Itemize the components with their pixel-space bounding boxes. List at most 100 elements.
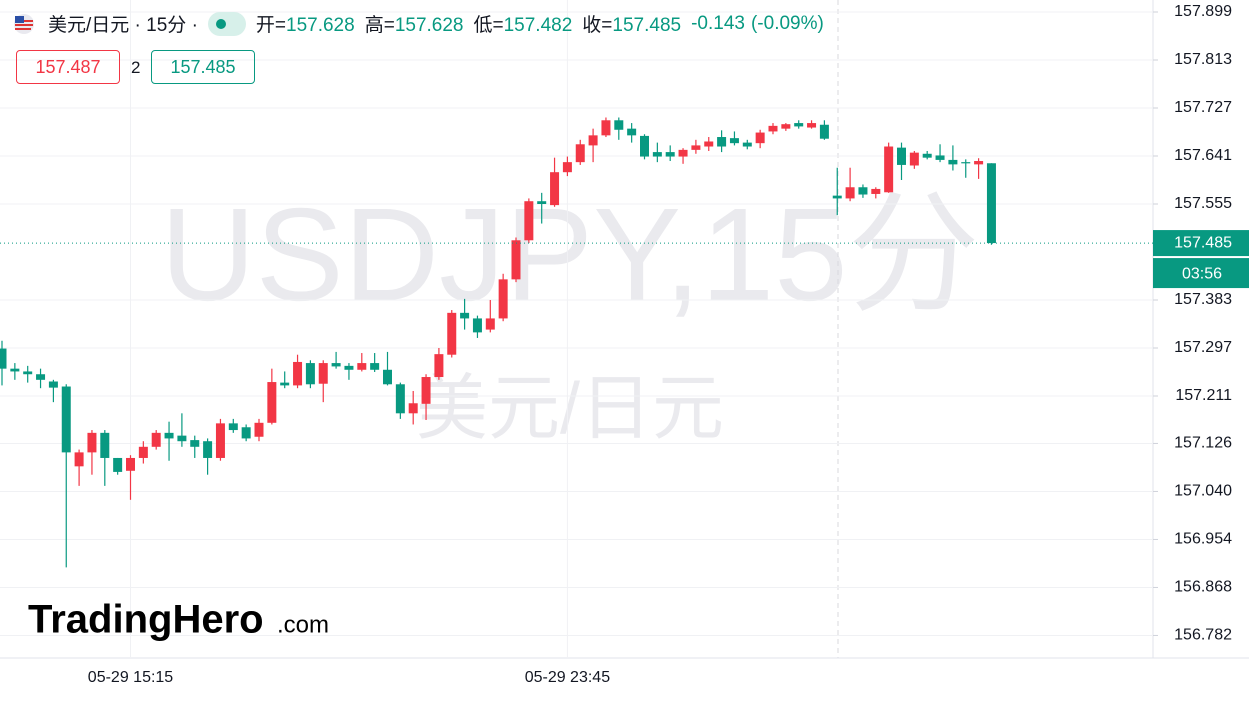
candle-body: [884, 146, 894, 193]
candle: [203, 438, 213, 475]
candle: [858, 184, 868, 198]
x-tick-label: 05-29 23:45: [525, 669, 611, 686]
candle: [87, 430, 97, 475]
candle: [331, 351, 341, 369]
candle: [472, 315, 482, 338]
ask: 157.485: [170, 56, 236, 77]
candle-body: [48, 381, 58, 388]
candle: [215, 418, 225, 461]
candle-body: [511, 240, 521, 280]
ohlc: 开=157.628 高=157.628 低=157.482 收=157.485: [256, 10, 681, 37]
candle-body: [138, 446, 148, 458]
countdown: 03:56: [1182, 265, 1222, 282]
bid-box[interactable]: 157.487: [16, 50, 120, 84]
candle: [447, 310, 457, 358]
y-tick-label: 156.868: [1174, 579, 1232, 596]
candle-body: [87, 432, 97, 453]
ask-box[interactable]: 157.485: [151, 50, 255, 84]
y-tick-label: 157.641: [1174, 147, 1232, 164]
y-tick-label: 157.813: [1174, 51, 1232, 68]
candle-body: [36, 374, 46, 380]
candle: [742, 139, 752, 150]
candle: [768, 123, 778, 135]
candle-body: [151, 432, 161, 447]
watermark-symbol: USDJPY,15分: [160, 181, 979, 328]
candle-body: [588, 135, 598, 146]
candle: [935, 144, 945, 163]
watermark-name: 美元/日元: [416, 369, 724, 449]
candle-body: [717, 137, 727, 147]
candle: [395, 382, 405, 419]
candle-body: [100, 432, 110, 458]
candle-body: [909, 152, 919, 166]
candle: [794, 120, 804, 129]
ohlc-label: 低=: [473, 15, 504, 36]
change-percent: (-0.09%): [750, 12, 824, 34]
candle-body: [498, 279, 508, 319]
candle-body: [781, 124, 791, 129]
candle-body: [408, 403, 418, 414]
y-tick-label: 157.899: [1174, 3, 1232, 20]
candle-body: [537, 201, 547, 205]
candle-body: [807, 123, 817, 128]
price-box: [1153, 230, 1249, 257]
candle-body: [485, 318, 495, 330]
candle-body: [370, 363, 380, 370]
candle: [537, 192, 547, 224]
candle: [241, 424, 251, 442]
candle-body: [61, 386, 71, 453]
candle: [691, 139, 701, 154]
candle-body: [344, 365, 354, 370]
candle: [717, 130, 727, 153]
candle-body: [832, 195, 842, 199]
candle-body: [254, 422, 264, 437]
ohlc-label: 开=: [255, 15, 287, 36]
y-tick-label: 157.126: [1174, 435, 1232, 452]
ohlc-value: 157.485: [612, 15, 682, 36]
candle: [421, 374, 431, 421]
candle: [511, 237, 521, 283]
candle-body: [228, 423, 238, 431]
candle: [781, 123, 791, 131]
candle-body: [203, 441, 213, 458]
change: -0.143: [691, 12, 745, 34]
bid: 157.487: [35, 56, 101, 77]
candle: [678, 148, 688, 164]
candle-body: [665, 152, 675, 157]
candle: [729, 131, 739, 146]
candle-body: [383, 369, 392, 385]
y-tick-label: 157.040: [1174, 483, 1232, 500]
candle: [524, 198, 534, 244]
candle-body: [524, 201, 534, 241]
candle-body: [434, 354, 444, 378]
candle-body: [280, 382, 290, 386]
candle: [164, 421, 174, 461]
status-pill: [207, 11, 246, 36]
candle-body: [305, 363, 315, 385]
candle-body: [10, 368, 20, 372]
candle-body: [755, 132, 765, 144]
candle-body: [691, 145, 701, 150]
candle-body: [935, 155, 945, 160]
candle: [36, 368, 46, 389]
candle: [652, 142, 662, 163]
candle-body: [267, 382, 277, 423]
candle: [61, 384, 71, 568]
candle: [627, 123, 637, 143]
candle: [318, 360, 328, 403]
candle: [113, 457, 123, 475]
candle: [897, 142, 906, 181]
candle: [434, 348, 444, 380]
candle-body: [986, 163, 996, 244]
candle: [550, 157, 560, 207]
ohlc-label: 高=: [364, 15, 395, 36]
ohlc-label: 收=: [582, 15, 613, 36]
candle: [190, 435, 200, 458]
candle: [640, 134, 649, 160]
ohlc-value: 157.628: [394, 15, 464, 36]
candle-body: [74, 452, 84, 467]
legend: 美元/日元 · 15分 · 开=157.628 高=157.628 低=157.48…: [12, 10, 824, 37]
candle: [0, 340, 7, 386]
candle: [10, 363, 20, 380]
